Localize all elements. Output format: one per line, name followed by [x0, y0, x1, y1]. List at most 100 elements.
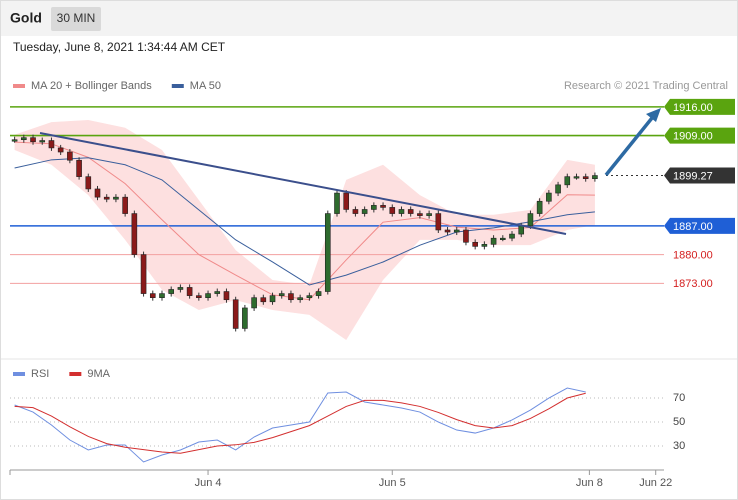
candle [490, 237, 497, 245]
rsi-line [14, 387, 586, 463]
candle [232, 299, 239, 329]
candle [103, 196, 110, 200]
candle [85, 176, 92, 190]
candle [380, 205, 386, 208]
candle [592, 175, 598, 179]
level-label: 1916.00 [673, 102, 713, 114]
level-label: 1909.00 [673, 131, 713, 143]
level-tag [664, 217, 735, 234]
candle [214, 291, 221, 294]
candle [500, 237, 506, 240]
level-label: 1887.00 [673, 221, 713, 233]
legend-swatch [171, 84, 184, 88]
credit: Research © 2021 Trading Central [564, 80, 728, 92]
subtitle: Tuesday, June 8, 2021 1:34:44 AM CET [13, 40, 226, 54]
y-tick-label: 70 [673, 392, 685, 404]
candle [315, 291, 322, 296]
x-tick-label: Jun 22 [639, 477, 672, 489]
candle [564, 176, 571, 186]
candle [288, 293, 294, 301]
candle [536, 200, 543, 214]
candle [122, 196, 128, 214]
level-label: 1873.00 [673, 278, 713, 290]
candle [426, 213, 432, 216]
forecast-arrow [604, 116, 654, 177]
candle [453, 229, 460, 233]
legend-swatch [13, 372, 25, 376]
timeframe[interactable]: 30 MIN [57, 11, 96, 25]
candle [48, 140, 55, 149]
candle [407, 209, 414, 214]
candle [334, 192, 340, 214]
rsi-line [14, 392, 586, 454]
candle [57, 147, 64, 153]
x-tick-label: Jun 4 [195, 477, 222, 489]
candle [297, 297, 303, 301]
candle [398, 209, 405, 214]
legend-label: 9MA [87, 368, 110, 380]
candle [205, 293, 211, 298]
level-label: 1899.27 [673, 170, 713, 182]
candle [573, 176, 580, 179]
candle [518, 225, 525, 235]
candle [177, 287, 184, 290]
candle [472, 241, 478, 247]
candle [389, 207, 396, 214]
candle [371, 205, 377, 210]
candle [251, 297, 257, 309]
candle [131, 213, 138, 255]
candle [149, 293, 156, 298]
candle [76, 159, 82, 177]
level-tag [664, 127, 735, 144]
legend-swatch [69, 372, 82, 376]
y-tick-label: 50 [673, 416, 685, 428]
legend-label: MA 20 + Bollinger Bands [31, 80, 152, 92]
candle [463, 229, 469, 243]
level-tag [664, 167, 735, 184]
legend-label: RSI [31, 368, 49, 380]
candle [196, 295, 202, 298]
candle [444, 229, 451, 233]
level-label: 1880.00 [673, 250, 713, 262]
forecast-arrow-head [646, 108, 661, 122]
candle [481, 244, 488, 247]
trend-line [39, 132, 567, 235]
timeframe-button[interactable] [51, 7, 101, 31]
candle [94, 188, 101, 198]
candle [21, 137, 27, 141]
chart-title: Gold [10, 10, 42, 26]
x-tick-label: Jun 8 [576, 477, 603, 489]
candle [168, 289, 174, 294]
candle [39, 140, 46, 143]
candle [361, 209, 368, 214]
candle [306, 295, 313, 298]
level-tag [664, 98, 735, 115]
legend-swatch [13, 84, 25, 88]
candle [527, 213, 534, 227]
candle [30, 137, 36, 143]
candle [352, 209, 359, 214]
candle [417, 213, 423, 216]
candle [278, 293, 285, 296]
candle [11, 139, 18, 142]
candle [324, 213, 331, 292]
ma-line [14, 157, 595, 286]
candle [435, 213, 442, 231]
candle [159, 293, 165, 298]
candle [242, 307, 248, 329]
candle [186, 287, 193, 296]
candle [509, 233, 515, 239]
candle [546, 192, 552, 202]
candle [343, 192, 350, 210]
candle [555, 184, 561, 194]
candle [67, 151, 73, 161]
legend-label: MA 50 [190, 80, 221, 92]
header-bar [1, 1, 737, 36]
candle [223, 291, 230, 301]
candle [582, 176, 589, 179]
x-tick-label: Jun 5 [379, 477, 406, 489]
candle [269, 295, 276, 303]
y-tick-label: 30 [673, 440, 685, 452]
bollinger-band [14, 120, 595, 340]
